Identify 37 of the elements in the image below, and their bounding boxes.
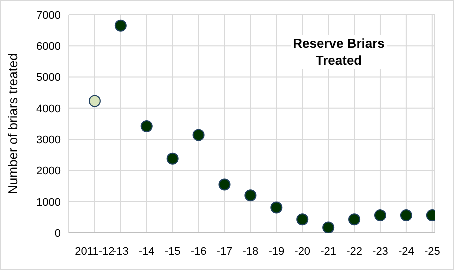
point bbox=[270, 202, 283, 214]
y-tick-label: 2000 bbox=[36, 166, 61, 178]
x-tick-label: -20 bbox=[294, 246, 311, 258]
x-tick-label: -21 bbox=[320, 246, 337, 258]
x-tick-label: -24 bbox=[398, 246, 414, 258]
x-tick-label: -13 bbox=[112, 246, 129, 258]
point bbox=[244, 190, 257, 202]
y-axis-title: Number of briars treated bbox=[6, 54, 21, 194]
x-tick-label: -16 bbox=[190, 246, 207, 258]
x-tick-label: -14 bbox=[138, 246, 155, 258]
point bbox=[348, 214, 361, 226]
y-tick-label: 5000 bbox=[36, 72, 61, 84]
point bbox=[114, 20, 127, 32]
x-tick-label: -15 bbox=[164, 246, 181, 258]
x-tick-label: -19 bbox=[268, 246, 285, 258]
point bbox=[166, 152, 179, 165]
point bbox=[322, 222, 335, 233]
y-tick-label: 0 bbox=[54, 228, 61, 240]
point bbox=[218, 178, 231, 191]
x-tick-label: 2011-12 bbox=[75, 246, 115, 258]
x-tick-label: -23 bbox=[372, 246, 388, 258]
point bbox=[296, 214, 309, 226]
y-tick-label: 1000 bbox=[36, 196, 61, 209]
y-tick-label: 6000 bbox=[36, 41, 61, 54]
y-tick-label: 7000 bbox=[36, 10, 61, 22]
y-tick-label: 3000 bbox=[36, 134, 61, 146]
x-tick-label: -25 bbox=[424, 246, 440, 258]
x-tick-label: -22 bbox=[346, 246, 362, 258]
y-tick-label: 4000 bbox=[36, 103, 61, 116]
x-tick-label: -17 bbox=[216, 246, 233, 258]
text: Reserve Briars Treated bbox=[291, 35, 387, 69]
x-tick-label: -18 bbox=[242, 246, 259, 258]
point bbox=[88, 95, 101, 108]
point bbox=[192, 129, 205, 142]
point bbox=[374, 210, 386, 222]
point bbox=[140, 120, 153, 132]
point bbox=[400, 210, 412, 222]
